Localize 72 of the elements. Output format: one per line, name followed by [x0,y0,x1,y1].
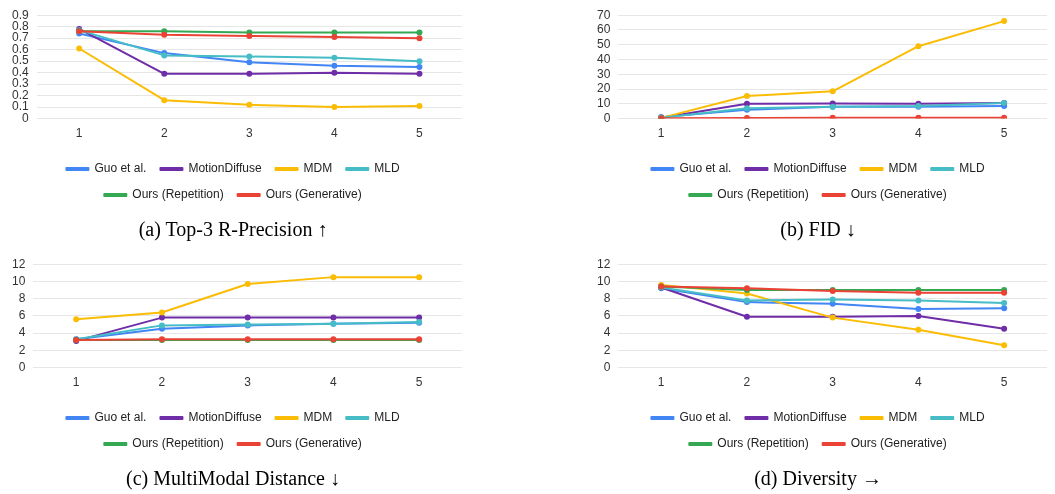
y-tick-label: 50 [596,37,611,52]
legend-label: MLD [374,161,400,176]
legend-label: MotionDiffuse [188,161,262,176]
legend-label: MDM [303,161,333,176]
x-tick-label: 2 [743,126,751,141]
y-tick-label: 12 [11,256,26,271]
y-tick-label: 10 [11,273,26,288]
legend-label: MDM [888,161,918,176]
legend-label: MLD [959,161,985,176]
legend-label: MDM [303,410,333,425]
legend-label: Ours (Repetition) [132,436,224,451]
y-tick-label: 30 [596,66,611,81]
y-tick-label: 8 [18,290,26,305]
legend-label: Ours (Repetition) [717,187,809,202]
y-tick-label: 8 [603,290,611,305]
x-tick-label: 2 [158,375,166,390]
legend-label: Ours (Generative) [850,187,947,202]
y-tick-label: 10 [596,273,611,288]
legend-label: MDM [888,410,918,425]
y-tick-label: 6 [18,308,26,323]
text: (a) Top-3 R-Precision ↑ [138,218,328,242]
legend-label: MotionDiffuse [773,161,847,176]
y-tick-label: 12 [596,256,611,271]
text: (c) MultiModal Distance ↓ [126,467,340,491]
y-tick-label: 0.8 [11,19,29,33]
y-tick-label: 0 [603,359,611,374]
legend-label: MLD [374,410,400,425]
legend-label: Ours (Repetition) [132,187,224,202]
legend-label: Ours (Repetition) [717,436,809,451]
x-tick-label: 4 [915,375,923,390]
y-tick-label: 20 [596,81,611,96]
text: (b) FID ↓ [780,218,856,242]
x-tick-label: 1 [657,126,665,141]
legend-label: MotionDiffuse [188,410,262,425]
y-tick-label: 4 [603,325,611,340]
y-tick-label: 2 [18,342,26,357]
x-tick-label: 4 [331,126,339,141]
x-tick-label: 1 [75,126,83,141]
x-tick-label: 4 [330,375,338,390]
x-tick-label: 1 [72,375,80,390]
y-tick-label: 60 [596,22,611,37]
y-tick-label: 0 [603,110,611,125]
y-tick-label: 2 [603,342,611,357]
y-tick-label: 6 [603,308,611,323]
y-tick-label: 40 [596,51,611,66]
y-tick-label: 10 [596,96,611,111]
x-tick-label: 2 [160,126,168,141]
x-tick-label: 3 [829,375,837,390]
x-tick-label: 5 [1000,126,1008,141]
x-tick-label: 5 [415,375,423,390]
x-tick-label: 4 [915,126,923,141]
legend-label: Ours (Generative) [265,187,362,202]
x-tick-label: 3 [829,126,837,141]
y-tick-label: 0.9 [11,7,29,22]
text: (d) Diversity → [754,467,882,491]
legend-label: Ours (Generative) [265,436,362,451]
legend-label: Ours (Generative) [850,436,947,451]
x-tick-label: 5 [1000,375,1008,390]
y-tick-label: 70 [596,7,611,22]
y-tick-label: 4 [18,325,26,340]
x-tick-label: 2 [743,375,751,390]
legend-label: Guo et al. [679,410,732,425]
x-tick-label: 5 [416,126,424,141]
x-tick-label: 1 [657,375,665,390]
y-tick-label: 0 [18,359,26,374]
x-tick-label: 3 [246,126,253,141]
legend-label: Guo et al. [94,410,147,425]
legend-label: MotionDiffuse [773,410,847,425]
legend-label: Guo et al. [679,161,732,176]
x-tick-label: 3 [244,375,252,390]
legend-label: Guo et al. [94,161,147,176]
legend-label: MLD [959,410,985,425]
